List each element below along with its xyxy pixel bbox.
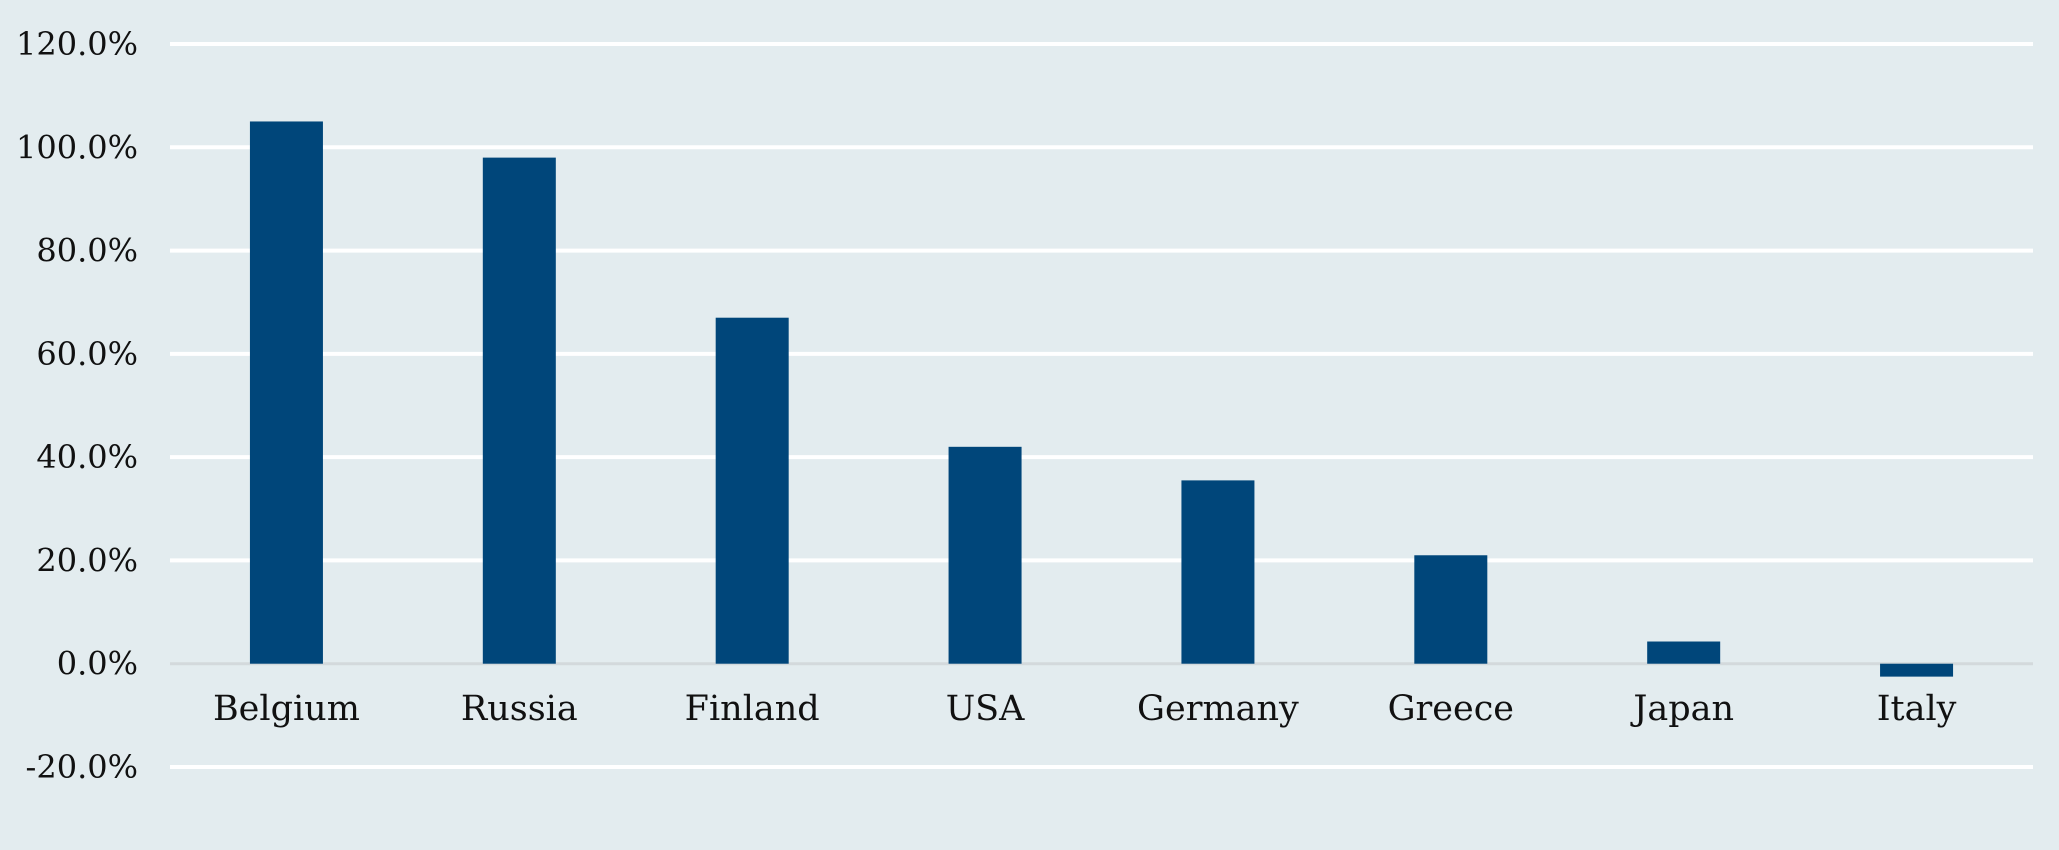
bar-greece: [1414, 555, 1488, 664]
x-axis-category-labels: Belgium Russia Finland USA Germany Greece Japa…: [213, 689, 1957, 729]
bar-belgium: [249, 121, 323, 664]
bar-italy: [1880, 663, 1954, 677]
y-tick-label: 60.0%: [36, 335, 138, 373]
x-category-label: Italy: [1877, 689, 1957, 729]
y-tick-label: 100.0%: [16, 128, 138, 166]
bar-japan: [1647, 641, 1721, 664]
bar-germany: [1181, 480, 1255, 664]
x-category-label: Belgium: [213, 689, 360, 729]
bar-usa: [948, 446, 1022, 664]
x-category-label: Finland: [685, 689, 820, 729]
y-tick-label: 20.0%: [36, 541, 138, 579]
y-axis-tick-labels: 120.0% 100.0% 80.0% 60.0% 40.0% 20.0% 0.0% -20.…: [16, 25, 138, 786]
y-tick-label: 80.0%: [36, 232, 138, 270]
y-tick-label: 0.0%: [57, 645, 138, 683]
x-category-label: Russia: [461, 689, 578, 729]
x-category-label: Japan: [1630, 689, 1734, 729]
bar-russia: [482, 157, 556, 664]
y-tick-label: 120.0%: [16, 25, 138, 63]
x-category-label: Greece: [1388, 689, 1514, 729]
y-tick-label: 40.0%: [36, 438, 138, 476]
x-category-label: USA: [946, 689, 1025, 729]
bar-finland: [715, 317, 789, 664]
bars: [249, 121, 1954, 677]
y-tick-label: -20.0%: [26, 748, 138, 786]
gridlines: [170, 42, 2033, 769]
x-category-label: Germany: [1137, 689, 1299, 729]
